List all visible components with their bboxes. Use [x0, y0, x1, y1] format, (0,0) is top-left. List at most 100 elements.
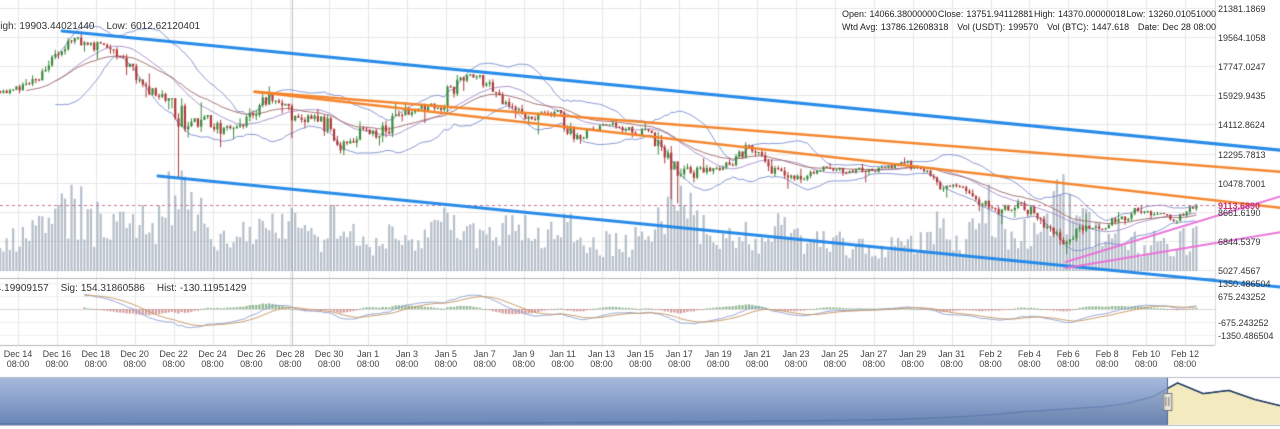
x-axis-tick: Feb 10 08:00 — [1124, 349, 1168, 369]
tick-date: Dec 20 — [120, 349, 149, 359]
info-wtd-avg: Wtd Avg: 13786.12608318 — [842, 22, 949, 32]
x-axis-tick: Dec 16 08:00 — [35, 349, 79, 369]
x-axis-tick: Dec 22 08:00 — [152, 349, 196, 369]
hist-label: Hist: — [156, 283, 177, 294]
tick-date: Jan 29 — [899, 349, 927, 359]
x-axis-tick: Dec 28 08:00 — [268, 349, 312, 369]
tick-date: Jan 23 — [782, 349, 810, 359]
hist-value: -130.11951429 — [179, 283, 247, 294]
tick-date: Jan 25 — [821, 349, 849, 359]
tick-time: 08:00 — [629, 359, 652, 369]
tick-time: 08:00 — [279, 359, 302, 369]
signal-label: Sig: — [60, 283, 78, 294]
price-axis: 21381.1869 19564.1058 17747.0247 15929.9435… — [1218, 0, 1280, 429]
tick-time: 08:00 — [668, 359, 691, 369]
x-axis-tick: Jan 3 08:00 — [385, 349, 429, 369]
tick-time: 08:00 — [1095, 359, 1119, 369]
tick-time: 08:00 — [979, 359, 1002, 369]
tick-date: Dec 14 — [3, 349, 33, 359]
tick-date: Dec 26 — [237, 349, 266, 359]
x-axis-tick: Feb 4 08:00 — [1007, 349, 1051, 369]
info-open: Open: 14066.38000000 — [842, 9, 938, 19]
tick-time: 08:00 — [45, 359, 69, 369]
tick-date: Dec 22 — [159, 349, 188, 359]
price-axis-label: 15929.9435 — [1218, 91, 1266, 102]
tick-time: 08:00 — [123, 359, 146, 369]
tick-time: 08:00 — [201, 359, 224, 369]
x-axis-tick: Feb 2 08:00 — [969, 349, 1013, 369]
price-axis-label: 10478.7001 — [1218, 178, 1266, 189]
tick-date: Jan 19 — [704, 349, 732, 359]
x-axis-tick: Feb 8 08:00 — [1085, 349, 1129, 369]
tick-time: 08:00 — [512, 359, 535, 369]
tick-date: Jan 7 — [473, 349, 496, 359]
tick-date: Dec 24 — [198, 349, 227, 359]
tick-date: Jan 15 — [626, 349, 654, 359]
tick-date: Dec 16 — [42, 349, 72, 359]
x-axis-tick: Jan 13 08:00 — [580, 349, 624, 369]
tick-date: Feb 10 — [1132, 349, 1161, 359]
tick-time: 08:00 — [823, 359, 847, 369]
tick-date: Dec 18 — [81, 349, 111, 359]
tick-time: 08:00 — [784, 359, 808, 369]
x-axis-tick: Jan 29 08:00 — [891, 349, 935, 369]
tick-time: 08:00 — [84, 359, 108, 369]
macd-value: 24.19909157 — [0, 283, 49, 294]
macd-axis-label: 675.243252 — [1218, 292, 1266, 302]
info-date: Date: Dec 28 08:00 — [1137, 22, 1216, 32]
price-axis-label: 17747.0247 — [1218, 62, 1266, 73]
tick-date: Dec 30 — [314, 349, 344, 359]
x-axis-tick: Jan 21 08:00 — [735, 349, 779, 369]
x-axis-tick: Jan 5 08:00 — [424, 349, 468, 369]
range-low-value: 6012.62120401 — [130, 21, 201, 32]
tick-time: 08:00 — [473, 359, 497, 369]
tick-date: Feb 12 — [1170, 349, 1200, 359]
tick-time: 08:00 — [1173, 359, 1197, 369]
x-axis-tick: Jan 9 08:00 — [502, 349, 546, 369]
x-axis-tick: Jan 27 08:00 — [852, 349, 896, 369]
info-high: High: 14370.00000018 — [1034, 9, 1126, 19]
info-vol-usdt: Vol (USDT): 199570 — [957, 22, 1039, 32]
range-high-value: 19903.44021440 — [19, 21, 95, 32]
x-axis-tick: Dec 24 08:00 — [191, 349, 235, 369]
price-axis-label: 5027.4567 — [1218, 266, 1261, 276]
tick-time: 08:00 — [706, 359, 730, 369]
tick-time: 08:00 — [6, 359, 30, 369]
x-axis-tick: Dec 26 08:00 — [229, 349, 273, 369]
tick-time: 08:00 — [862, 359, 886, 369]
x-axis-tick: Jan 19 08:00 — [696, 349, 740, 369]
macd-stats: MACD: 24.19909157 Sig: 154.31860586 Hist… — [0, 283, 258, 294]
navigator[interactable] — [0, 378, 1280, 425]
price-axis-label: 6844.5379 — [1218, 236, 1261, 247]
tick-date: Jan 1 — [357, 349, 380, 359]
info-vol-btc: Vol (BTC): 1447.618 — [1047, 22, 1130, 32]
macd-axis-label: 1350.486504 — [1218, 279, 1271, 289]
price-axis-label: 19564.1058 — [1218, 33, 1266, 44]
tick-time: 08:00 — [317, 359, 341, 369]
tick-time: 08:00 — [1134, 359, 1158, 369]
x-axis-tick: Jan 23 08:00 — [774, 349, 818, 369]
volume-info-line: Wtd Avg: 13786.12608318 Vol (USDT): 199570… — [842, 22, 1216, 32]
x-axis: Dec 14 08:00 Dec 16 08:00 Dec 18 08:00 Dec 20 0… — [0, 349, 1280, 373]
x-axis-tick: Dec 20 08:00 — [113, 349, 157, 369]
x-axis-tick: Jan 25 08:00 — [813, 349, 857, 369]
range-low-label: Low: — [106, 21, 128, 32]
tick-time: 08:00 — [901, 359, 924, 369]
ohlc-info-line: Open: 14066.38000000 Close: 13751.94112881… — [842, 9, 1216, 19]
tick-time: 08:00 — [1018, 359, 1041, 369]
info-close: Close: 13751.94112881 — [937, 9, 1034, 19]
x-axis-tick: Feb 6 08:00 — [1046, 349, 1090, 369]
price-axis-label: 21381.1869 — [1218, 4, 1266, 14]
tick-date: Jan 21 — [743, 349, 771, 359]
x-axis-tick: Jan 15 08:00 — [618, 349, 662, 369]
x-axis-tick: Jan 1 08:00 — [346, 349, 390, 369]
tick-date: Feb 2 — [978, 349, 1002, 359]
range-stats: High: 19903.44021440 Low: 6012.62120401 — [0, 21, 212, 32]
tick-time: 08:00 — [434, 359, 458, 369]
tick-time: 08:00 — [590, 359, 613, 369]
tick-date: Jan 31 — [938, 349, 966, 359]
navigator-handle[interactable] — [1162, 390, 1173, 414]
tick-date: Jan 3 — [395, 349, 419, 359]
